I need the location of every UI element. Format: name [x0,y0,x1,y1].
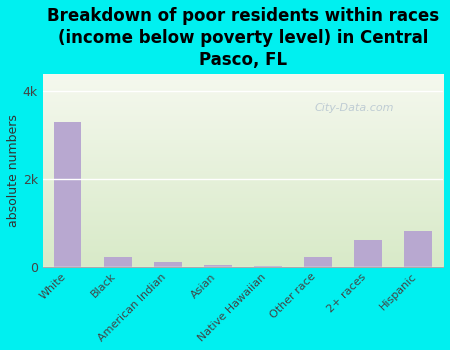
Y-axis label: absolute numbers: absolute numbers [7,114,20,226]
Bar [404,231,432,266]
Title: Breakdown of poor residents within races
(income below poverty level) in Central: Breakdown of poor residents within races… [47,7,439,69]
Text: City-Data.com: City-Data.com [315,103,395,113]
Bar [154,262,182,266]
Bar [104,257,131,266]
Bar [304,257,332,266]
Bar [54,122,81,266]
Bar [354,240,382,266]
Bar [204,265,232,266]
